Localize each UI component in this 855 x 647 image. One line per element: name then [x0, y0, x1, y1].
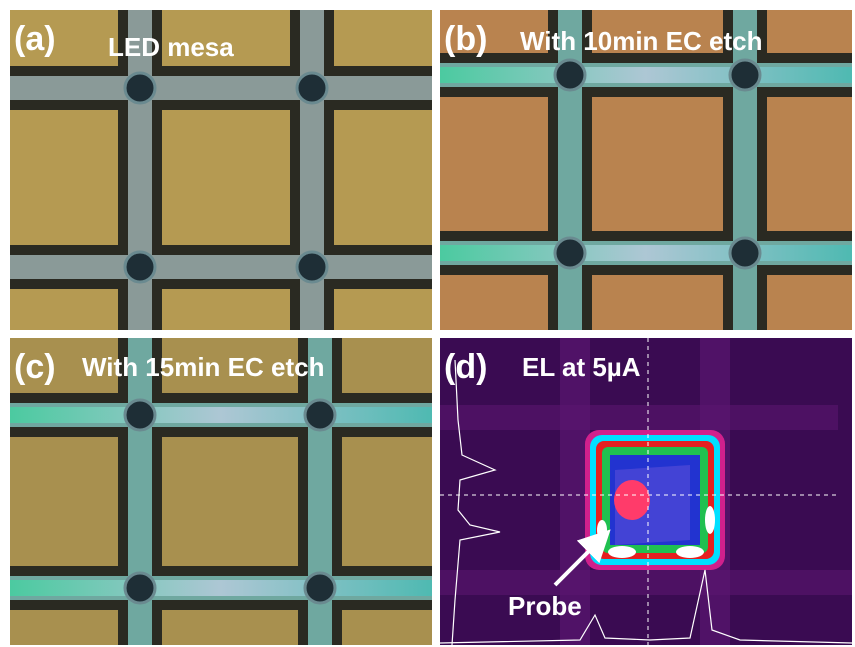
annotation: Probe	[508, 591, 582, 621]
micrograph	[440, 10, 852, 330]
trench-glow	[440, 67, 852, 83]
trench-glow	[440, 245, 852, 261]
panel-caption: With 10min EC etch	[520, 26, 762, 56]
panel-label: (d)	[444, 348, 487, 386]
via	[555, 60, 585, 90]
trench	[10, 255, 432, 279]
panel-caption: With 15min EC etch	[82, 352, 324, 382]
via	[125, 573, 155, 603]
via	[555, 238, 585, 268]
trench-glow	[10, 580, 432, 596]
panel-label: (a)	[14, 20, 56, 58]
via	[305, 573, 335, 603]
via	[297, 252, 327, 282]
trench	[10, 76, 432, 100]
via	[125, 252, 155, 282]
panel-label: (b)	[444, 20, 487, 58]
figure: (a) (b) (c) (d) Probe LED mesa With 10min EC…	[0, 0, 855, 647]
via	[125, 400, 155, 430]
via	[730, 60, 760, 90]
trench-glow	[10, 407, 432, 423]
via	[297, 73, 327, 103]
panel-d-map	[440, 338, 852, 645]
via	[305, 400, 335, 430]
panel-label: (c)	[14, 348, 56, 386]
via	[125, 73, 155, 103]
panel-caption: EL at 5µA	[522, 352, 641, 382]
via	[730, 238, 760, 268]
trench	[558, 10, 582, 330]
panel-caption: LED mesa	[108, 32, 234, 62]
trench	[733, 10, 757, 330]
micrograph	[10, 338, 432, 645]
